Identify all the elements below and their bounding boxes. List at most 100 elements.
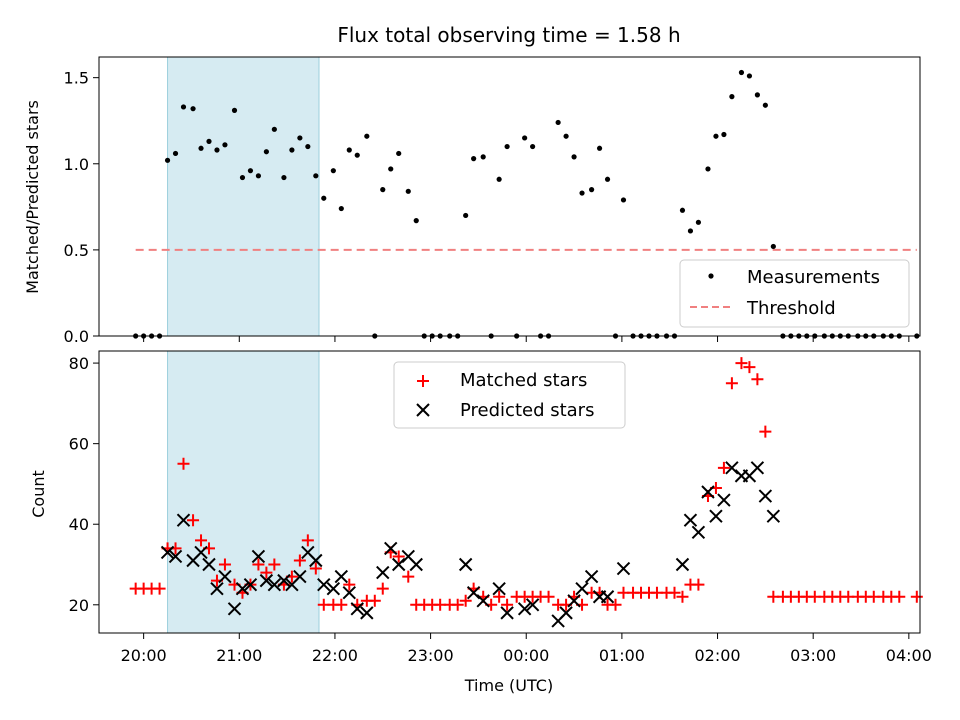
matched-star-point [501,598,514,611]
measurement-point [571,154,577,160]
measurement-point [604,176,611,182]
measurement-point [620,197,627,203]
measurement-point [338,205,344,212]
measurement-point [247,168,254,174]
measurement-point [522,135,528,141]
measurement-point [713,133,719,139]
bottom-plot-frame [98,350,921,634]
predicted-star-point [350,602,364,616]
y-tick-label: 0.0 [64,327,89,346]
shaded-interval [167,56,320,337]
predicted-star-point [701,485,715,499]
top-legend: Measurements Threshold [679,259,910,328]
matched-star-point [268,558,281,571]
predicted-stars-legend-marker [416,403,430,417]
predicted-star-point [210,581,224,596]
matched-star-point [343,578,356,591]
bottom-panel: Count Time (UTC) 20 40 60 80 20:00 21:00 22:0… [29,350,932,695]
matched-star-point [910,590,923,603]
predicted-star-point [235,581,250,596]
predicted-star-point [584,569,599,584]
top-panel: Flux total observing time = 1.58 h Match… [23,23,921,346]
measurement-point [206,138,212,144]
predicted-star-point [500,606,514,620]
y-tick-label: 20 [69,596,89,615]
measurement-point [463,212,469,219]
matched-star-point [252,558,265,571]
measurement-point [239,174,246,181]
predicted-star-point [267,577,282,592]
measurement-point [754,92,760,98]
x-tick-label: 20:00 [121,646,167,665]
top-plot-frame [98,56,921,337]
measurement-point [729,94,735,100]
predicted-star-point [160,545,175,560]
top-x-ticks [143,336,910,342]
predicted-star-point [616,561,631,576]
matched-star-point [392,550,405,563]
measurement-point [695,219,702,225]
threshold-legend-label: Threshold [746,298,836,319]
predicted-star-point [466,586,481,600]
matched-star-point [542,590,555,603]
measurement-point [679,207,686,213]
measurement-point [770,243,776,250]
predicted-star-point [309,553,323,568]
predicted-star-point [202,557,216,572]
predicted-star-point [194,545,208,560]
y-tick-label: 80 [69,354,89,373]
measurement-point [563,133,569,139]
measurement-point [762,102,768,108]
matched-star-point [743,361,756,374]
top-chart-title: Flux total observing time = 1.58 h [337,23,680,47]
predicted-star-point [725,461,739,475]
matched-star-point [309,562,322,575]
y-tick-label: 1.5 [64,69,89,88]
bottom-x-axis-label: Time (UTC) [464,676,553,695]
predicted-star-point [218,569,232,584]
matched-star-point [177,457,190,470]
matched-star-point [293,554,306,567]
matched-star-point [301,534,314,547]
matched-star-point [609,598,622,611]
predicted-star-point [168,549,183,564]
measurement-point [504,143,510,150]
measurement-point [555,119,561,126]
predicted-star-point [251,549,266,564]
measurement-point [305,143,311,150]
matched-star-point [187,514,200,527]
measurement-point [471,156,477,162]
matched-star-point [759,425,772,438]
measurement-point [263,149,269,155]
predicted-star-point [360,606,374,620]
measurement-point [297,135,303,141]
predicted-star-point [691,525,706,539]
predicted-star-point [342,586,356,600]
measurement-point [164,157,171,163]
matched-star-point [735,357,748,370]
measurement-point [589,187,595,193]
measurement-point [746,73,753,79]
matched-stars-legend-label: Matched stars [460,370,587,391]
measurement-point [190,106,196,112]
matched-star-point [218,558,231,571]
bottom-y-ticks: 20 40 60 80 [69,354,99,615]
measurement-point [388,166,394,172]
predicted-star-point [409,557,423,572]
y-tick-label: 0.5 [64,241,89,260]
predicted-star-point [709,509,723,523]
predicted-star-point [575,581,589,596]
x-tick-label: 21:00 [216,646,262,665]
predicted-star-point [600,590,615,604]
measurements-legend-marker [708,273,714,279]
predicted-star-point [675,557,690,572]
predicted-stars-legend-label: Predicted stars [460,400,594,421]
measurement-point [413,218,419,224]
measurement-point [346,147,352,153]
measurement-point [255,173,262,179]
measurement-point [172,150,179,157]
y-tick-label: 1.0 [64,155,89,174]
matched-star-point [751,373,764,386]
